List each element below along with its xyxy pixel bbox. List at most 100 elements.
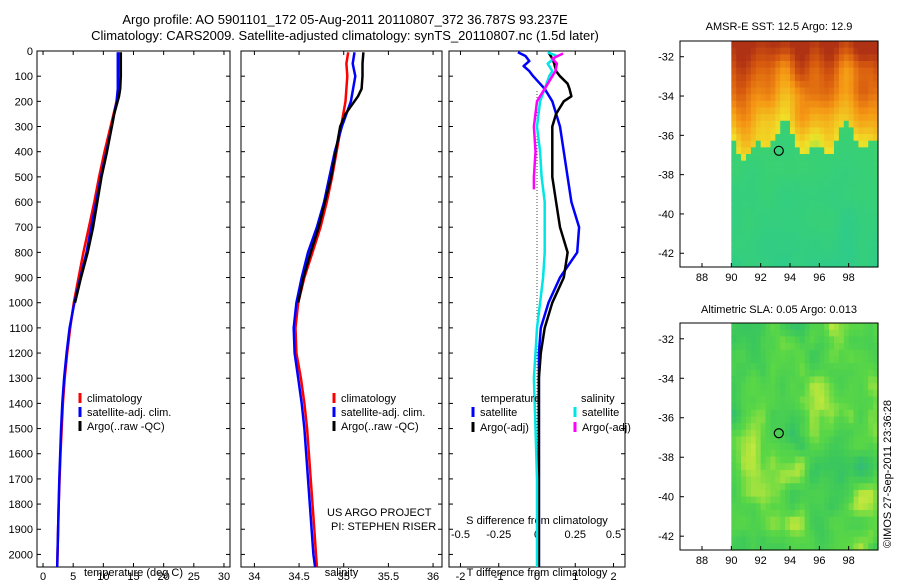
heatmap-cell bbox=[765, 423, 772, 431]
heatmap-cell bbox=[843, 523, 850, 531]
heatmap-cell bbox=[838, 233, 845, 242]
heatmap-cell bbox=[858, 443, 864, 451]
heatmap-cell bbox=[858, 336, 864, 344]
heatmap-cell bbox=[848, 207, 855, 215]
heatmap-cell bbox=[868, 193, 874, 202]
heatmap-cell bbox=[863, 240, 869, 248]
heatmap-cell bbox=[775, 180, 781, 188]
heatmap-cell bbox=[770, 456, 776, 464]
heatmap-cell bbox=[809, 47, 816, 55]
heatmap-cell bbox=[755, 127, 762, 135]
heatmap-cell bbox=[858, 180, 864, 188]
heatmap-cell bbox=[873, 543, 879, 551]
heatmap-cell bbox=[863, 543, 869, 551]
heatmap-cell bbox=[868, 134, 874, 142]
heatmap-cell bbox=[868, 220, 874, 228]
heatmap-cell bbox=[819, 516, 825, 524]
heatmap-cell bbox=[838, 200, 845, 208]
heatmap-cell bbox=[848, 120, 855, 129]
heatmap-cell bbox=[755, 227, 762, 235]
heatmap-cell bbox=[838, 456, 845, 464]
heatmap-cell bbox=[750, 463, 757, 471]
depth-tick-label: 1900 bbox=[9, 524, 33, 536]
map-x-tick-label: 88 bbox=[696, 555, 708, 567]
heatmap-cell bbox=[794, 429, 801, 438]
heatmap-cell bbox=[809, 496, 816, 504]
heatmap-cell bbox=[794, 323, 801, 331]
heatmap-cell bbox=[736, 449, 742, 458]
heatmap-cell bbox=[838, 60, 845, 69]
heatmap-cell bbox=[858, 423, 864, 431]
heatmap-cell bbox=[858, 247, 864, 255]
heatmap-cell bbox=[848, 74, 855, 82]
heatmap-cell bbox=[785, 456, 791, 464]
heatmap-cell bbox=[838, 193, 845, 202]
heatmap-cell bbox=[741, 41, 747, 49]
heatmap-cell bbox=[785, 247, 791, 255]
heatmap-cell bbox=[848, 127, 855, 135]
heatmap-cell bbox=[853, 140, 860, 148]
heatmap-cell bbox=[843, 260, 850, 268]
heatmap-cell bbox=[834, 523, 840, 531]
heatmap-cell bbox=[741, 536, 747, 544]
heatmap-cell bbox=[731, 247, 737, 255]
heatmap-cell bbox=[814, 240, 820, 248]
heatmap-cell bbox=[868, 389, 874, 398]
heatmap-cell bbox=[843, 120, 850, 129]
heatmap-cell bbox=[863, 476, 869, 484]
heatmap-cell bbox=[775, 213, 781, 222]
heatmap-cell bbox=[736, 54, 742, 62]
heatmap-cell bbox=[765, 336, 772, 344]
heatmap-cell bbox=[731, 147, 737, 155]
heatmap-cell bbox=[736, 127, 742, 135]
heatmap-cell bbox=[741, 349, 747, 357]
heatmap-cell bbox=[809, 167, 816, 175]
heatmap-cell bbox=[843, 207, 850, 215]
heatmap-cell bbox=[770, 529, 776, 538]
heatmap-cell bbox=[814, 516, 820, 524]
heatmap-cell bbox=[750, 416, 757, 424]
heatmap-cell bbox=[755, 120, 762, 129]
heatmap-cell bbox=[873, 496, 879, 504]
heatmap-cell bbox=[770, 389, 776, 398]
heatmap-cell bbox=[794, 87, 801, 95]
heatmap-cell bbox=[799, 529, 806, 538]
heatmap-cell bbox=[838, 67, 845, 75]
heatmap-cell bbox=[819, 154, 825, 162]
heatmap-cell bbox=[804, 94, 811, 102]
heatmap-cell bbox=[746, 529, 752, 538]
heatmap-cell bbox=[858, 107, 864, 115]
heatmap-cell bbox=[824, 489, 830, 498]
heatmap-cell bbox=[824, 160, 830, 168]
heatmap-cell bbox=[790, 260, 796, 268]
heatmap-cell bbox=[868, 509, 874, 518]
heatmap-cell bbox=[780, 167, 786, 175]
heatmap-cell bbox=[760, 180, 767, 188]
heatmap-cell bbox=[848, 227, 855, 235]
heatmap-cell bbox=[750, 80, 757, 89]
heatmap-cell bbox=[829, 476, 835, 484]
heatmap-cell bbox=[785, 343, 791, 351]
heatmap-cell bbox=[858, 323, 864, 331]
heatmap-cell bbox=[853, 160, 860, 168]
heatmap-cell bbox=[809, 416, 816, 424]
heatmap-cell bbox=[873, 107, 879, 115]
heatmap-cell bbox=[775, 323, 781, 331]
heatmap-cell bbox=[775, 376, 781, 384]
heatmap-cell bbox=[790, 147, 796, 155]
heatmap-cell bbox=[809, 483, 816, 491]
heatmap-cell bbox=[819, 443, 825, 451]
heatmap-cell bbox=[775, 107, 781, 115]
map-frame bbox=[679, 322, 879, 551]
heatmap-cell bbox=[794, 127, 801, 135]
heatmap-cell bbox=[755, 107, 762, 115]
heatmap-cell bbox=[731, 343, 737, 351]
heatmap-cell bbox=[770, 100, 776, 109]
heatmap-cell bbox=[765, 329, 772, 337]
heatmap-cell bbox=[755, 193, 762, 202]
heatmap-cell bbox=[775, 187, 781, 195]
map-y-tick-label: -36 bbox=[658, 130, 674, 142]
heatmap-cell bbox=[838, 154, 845, 162]
heatmap-cell bbox=[873, 536, 879, 544]
heatmap-cell bbox=[814, 167, 820, 175]
